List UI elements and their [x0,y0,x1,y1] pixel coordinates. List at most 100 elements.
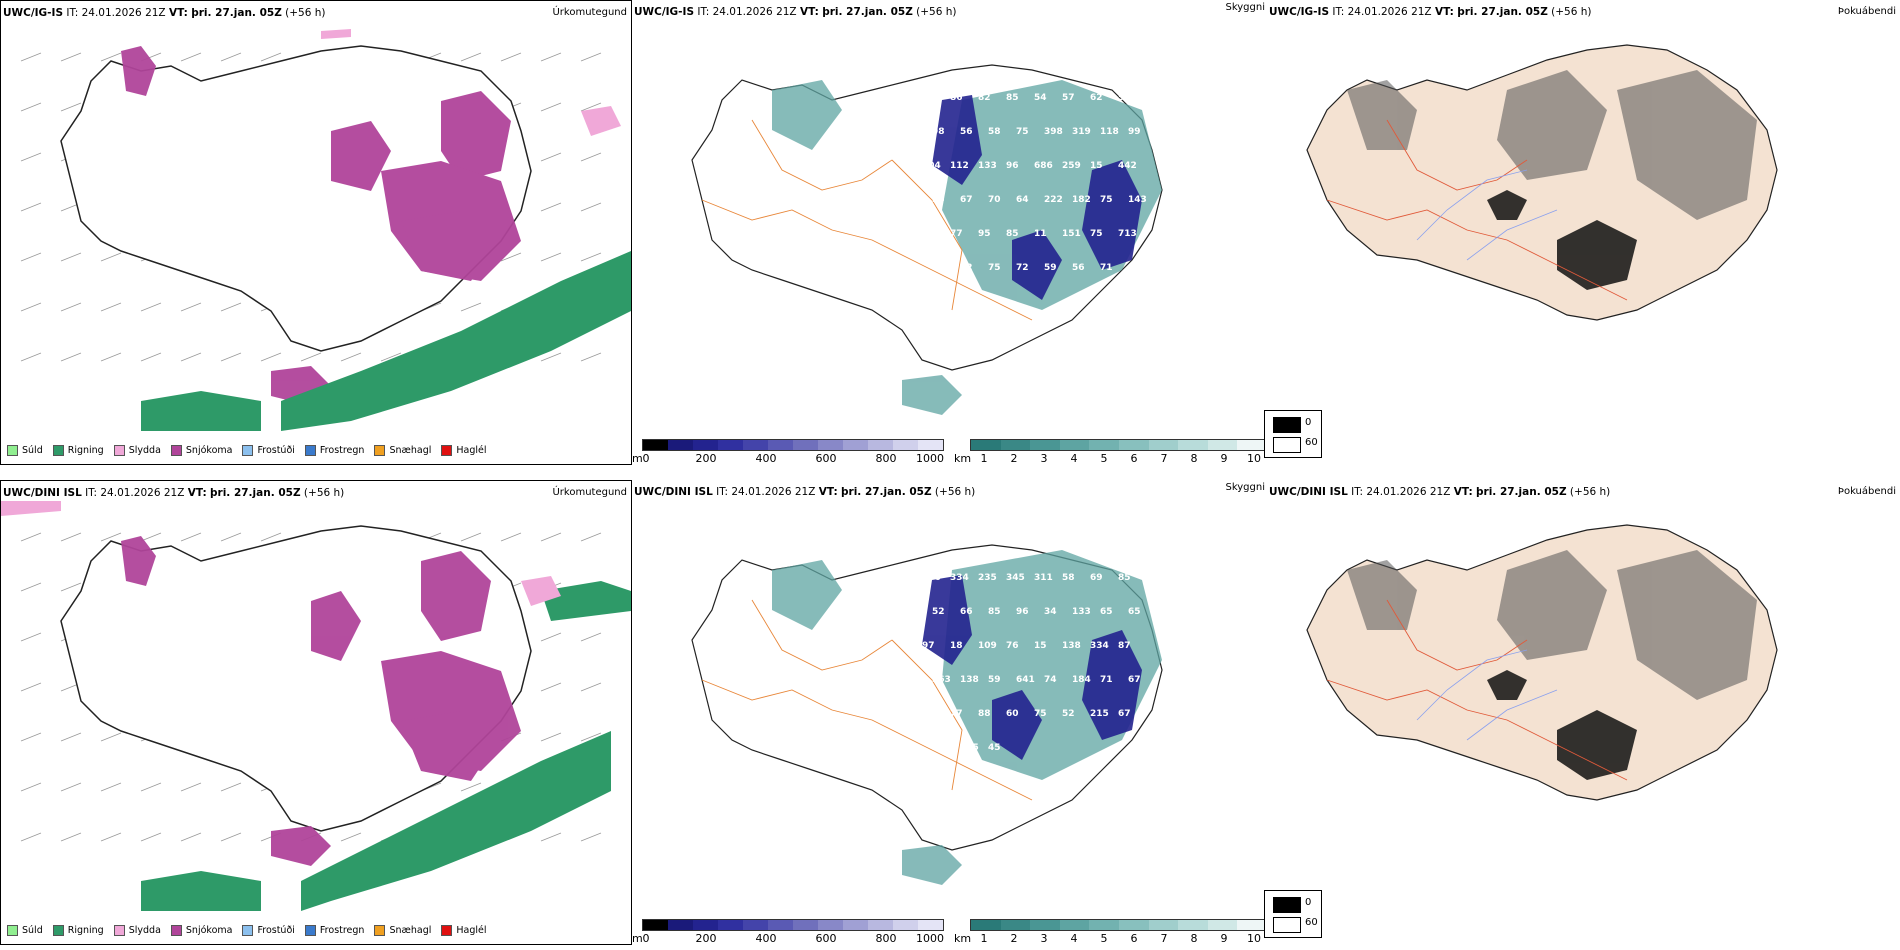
row-dini: UWC/DINI ISL IT: 24.01.2026 21Z VT: þri.… [0,480,1900,950]
cbar-km: km 1 2 3 4 5 6 7 8 9 10 [954,919,1269,945]
vt-label: VT: [799,6,819,18]
fog-legend-label: 60 [1305,437,1318,448]
visibility-value-label: 133 [1072,607,1091,617]
it-value: 24.01.2026 21Z [731,486,816,498]
visibility-value-label: 95 [978,229,991,239]
visibility-value-label: 182 [1072,195,1091,205]
cbar-km-strip [970,439,1268,451]
visibility-value-label: 180 [922,93,941,103]
visibility-value-label: 311 [1034,573,1053,583]
visibility-value-label: 235 [978,573,997,583]
param-name: Úrkomutegund [552,7,627,18]
legend-swatch [242,925,254,936]
visibility-m-areas [932,95,1142,300]
visibility-value-label: 215 [1090,709,1109,719]
legend-label: Snæhagl [389,925,432,936]
visibility-value-label: 67 [1128,675,1141,685]
vt-label: VT: [1453,486,1473,498]
cbar-tick: 9 [1220,452,1228,465]
visibility-value-label: 138 [960,675,979,685]
legend-swatch [170,445,182,456]
legend-item: Snjókoma [170,445,232,456]
visibility-value-label: 58 [1118,93,1131,103]
visibility-value-label: 363 [932,675,951,685]
visibility-value-labels: 180 86 82 85 54 57 62 58 98 56 58 75 398 319 118 99 104 1… [922,93,1147,273]
cbar-km-strip [970,919,1268,931]
param-name: Þokuábendi [1837,6,1896,17]
cbar-tick: 7 [1160,452,1168,465]
it-label: IT: [716,486,729,498]
it-label: IT: [85,487,98,499]
visibility-value-label: 85 [988,607,1001,617]
visibility-value-label: 222 [1044,195,1063,205]
precip-type-panel-bottom: UWC/DINI ISL IT: 24.01.2026 21Z VT: þri.… [0,480,632,945]
visibility-value-label: 118 [1100,127,1119,137]
legend-item: Snæhagl [374,445,431,456]
fog-legend-top: 0 60 [1264,410,1322,458]
visibility-value-label: 109 [978,641,997,651]
cbar-tick: 8 [1190,452,1198,465]
it-value: 24.01.2026 21Z [1347,6,1432,18]
visibility-value-label: 11 [1034,229,1047,239]
visibility-panel-top: UWC/IG-IS IT: 24.01.2026 21Z VT: þri. 27… [632,0,1268,465]
visibility-value-label: 65 [1100,607,1113,617]
cbar-tick: 9 [1220,932,1228,945]
cbar-tick: 5 [1100,932,1108,945]
panel-title: UWC/DINI ISL IT: 24.01.2026 21Z VT: þri.… [3,487,344,499]
cbar-m: m 0 200 400 600 800 1000 [632,439,952,465]
rivers [1416,649,1558,741]
visibility-value-label: 75 [1016,127,1029,137]
visibility-value-label: 52 [932,607,945,617]
legend-item: Frostregn [304,445,364,456]
legend-label: Haglél [456,445,487,456]
lead-time: (+56 h) [916,6,957,18]
cbar-tick: 200 [695,452,717,465]
visibility-map: 180 86 82 85 54 57 62 58 98 56 58 75 398 319 118 99 104 1… [691,64,1163,415]
cbar-tick: 6 [1130,932,1138,945]
visibility-value-label: 18 [950,641,963,651]
snow-areas [121,46,521,406]
visibility-value-label: 135 [960,743,979,753]
visibility-value-label: 45 [988,743,1001,753]
vt-value: þri. 27.jan. 05Z [822,6,913,18]
visibility-value-label: 713 [1118,229,1137,239]
rain-areas [141,581,631,911]
sleet-areas [321,29,621,136]
vt-label: VT: [168,7,188,19]
legend-swatch [242,445,254,456]
cbar-tick: 1 [980,932,988,945]
legend-swatch [52,925,64,936]
visibility-value-label: 75 [1034,709,1047,719]
cbar-tick: 400 [755,932,777,945]
fog-legend-white-swatch [1273,437,1301,453]
panel-title: UWC/IG-IS IT: 24.01.2026 21Z VT: þri. 27… [3,7,326,19]
legend-item: Haglél [441,445,487,456]
visibility-value-label: 74 [1044,675,1057,685]
legend-label: Súld [22,445,43,456]
legend-swatch [113,445,125,456]
legend-item: Frostregn [304,925,364,936]
legend-swatch [170,925,182,936]
visibility-value-label: 52 [1062,709,1075,719]
visibility-value-label: 69 [1090,573,1103,583]
cbar-tick: 3 [1040,932,1048,945]
fog-legend-label: 60 [1305,917,1318,928]
cbar-km-unit: km [954,932,972,945]
legend-swatch [441,925,453,936]
fog-gray-areas [1347,70,1757,220]
visibility-value-label: 58 [988,127,1001,137]
visibility-value-label: 77 [950,709,963,719]
param-name: Skyggni [1225,2,1265,13]
legend-label: Frostúði [257,445,295,456]
legend-item: Súld [7,925,43,936]
visibility-value-label: 151 [1062,229,1081,239]
model-name: UWC/IG-IS [634,6,695,18]
legend-swatch [7,445,18,456]
fog-map [1306,524,1778,801]
precip-type-panel-top: UWC/IG-IS IT: 24.01.2026 21Z VT: þri. 27… [0,0,632,465]
visibility-value-label: 91 [1128,263,1141,273]
visibility-value-label: 75 [1090,229,1103,239]
visibility-value-label: 75 [1100,195,1113,205]
cbar-tick: 8 [1190,932,1198,945]
visibility-value-label: 96 [1016,607,1029,617]
